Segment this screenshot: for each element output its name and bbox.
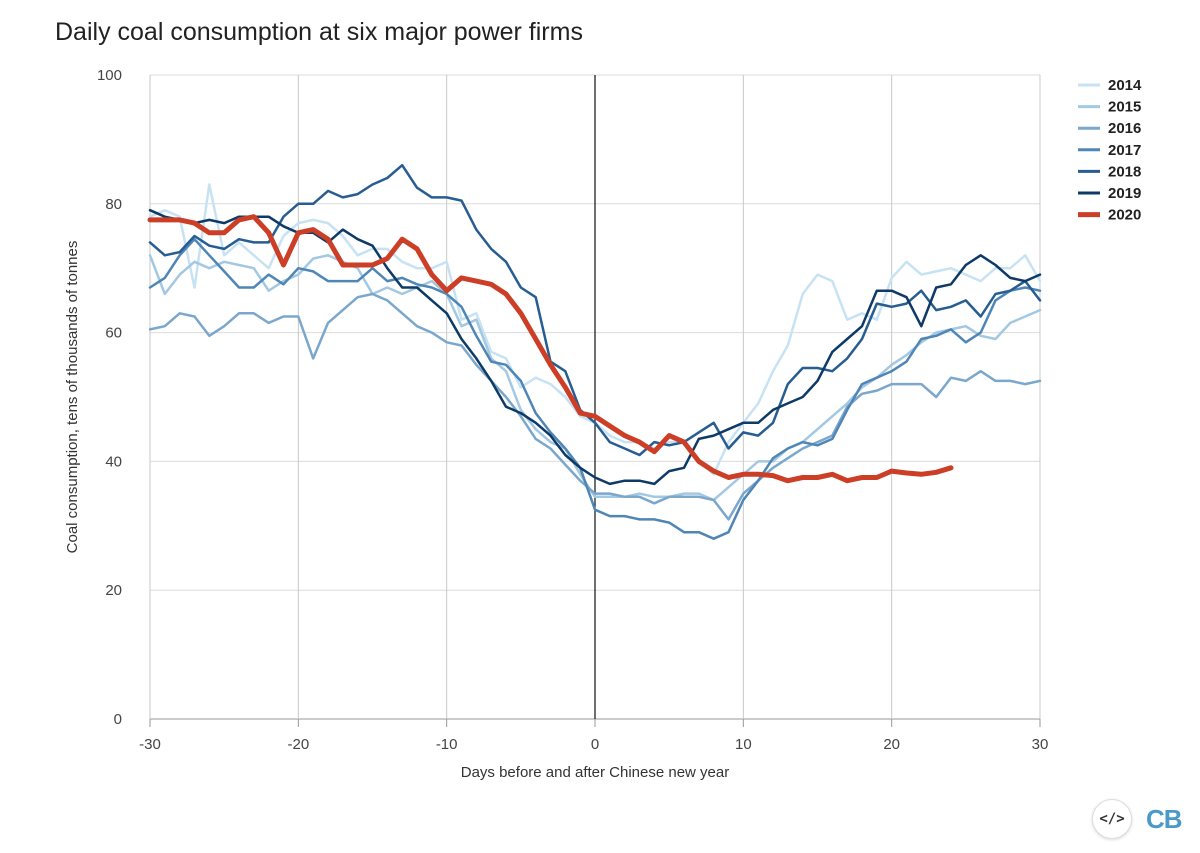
series-line-2017 xyxy=(148,237,1042,540)
y-tick-label: 20 xyxy=(105,582,122,599)
legend-label-2019: 2019 xyxy=(1108,185,1141,202)
y-tick-label: 80 xyxy=(105,196,122,213)
y-tick-label: 60 xyxy=(105,325,122,342)
x-tick-label: 30 xyxy=(1032,736,1049,753)
x-tick-label: 20 xyxy=(883,736,900,753)
carbon-brief-logo: CB xyxy=(1146,803,1183,834)
series-line-2020 xyxy=(147,214,954,484)
y-tick-label: 40 xyxy=(105,453,122,470)
legend-label-2020: 2020 xyxy=(1108,207,1141,224)
embed-code-icon[interactable]: </> xyxy=(1092,799,1132,839)
legend-label-2016: 2016 xyxy=(1108,120,1141,137)
legend: 2014 2015 2016 2017 2018 2019 2020 xyxy=(1078,77,1142,224)
axes: 0 20 40 60 80 100 -30 -20 -10 0 10 20 30 xyxy=(97,67,1048,753)
x-axis-title: Days before and after Chinese new year xyxy=(461,764,729,781)
legend-label-2017: 2017 xyxy=(1108,142,1141,159)
series-line-2016 xyxy=(148,292,1042,521)
x-tick-label: 0 xyxy=(591,736,599,753)
legend-label-2015: 2015 xyxy=(1108,99,1141,116)
chart-title: Daily coal consumption at six major powe… xyxy=(55,18,583,46)
series-line-2015 xyxy=(148,254,1042,502)
logo-area: </> CB xyxy=(1092,799,1183,839)
x-tick-label: -20 xyxy=(287,736,309,753)
legend-label-2014: 2014 xyxy=(1108,77,1142,94)
x-tick-label: -30 xyxy=(139,736,161,753)
x-tick-label: -10 xyxy=(436,736,458,753)
y-tick-label: 100 xyxy=(97,67,122,84)
series-lines xyxy=(147,163,1042,540)
series-line-2018 xyxy=(148,163,1042,457)
x-tick-label: 10 xyxy=(735,736,752,753)
y-axis-title: Coal consumption, tens of thousands of t… xyxy=(64,241,81,554)
y-tick-label: 0 xyxy=(114,711,122,728)
legend-label-2018: 2018 xyxy=(1108,163,1141,180)
